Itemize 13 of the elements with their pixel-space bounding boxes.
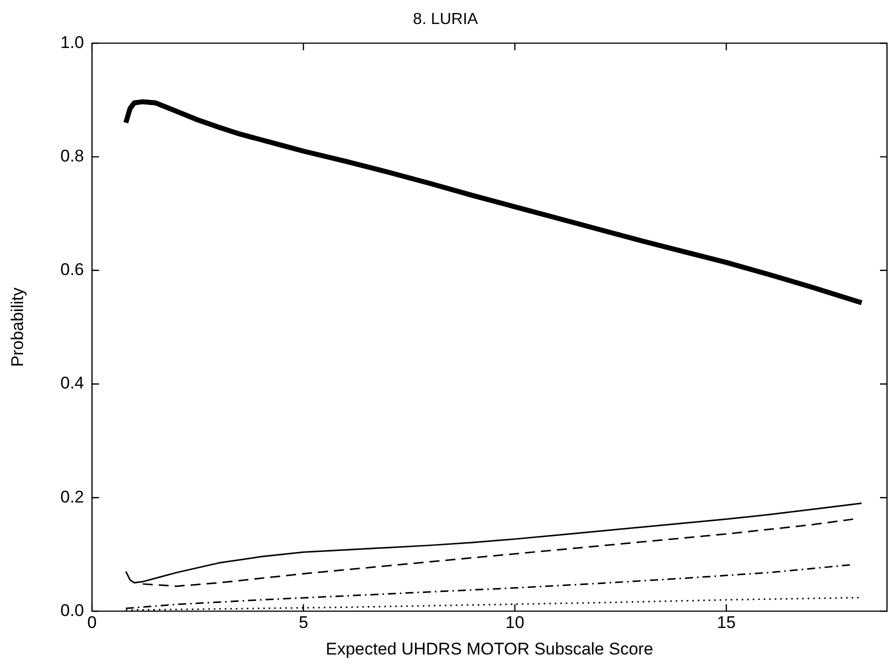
y-tick-label: 0.8 — [60, 146, 84, 166]
y-axis-title: Probability — [8, 287, 27, 367]
x-axis-title: Expected UHDRS MOTOR Subscale Score — [326, 639, 654, 658]
y-tick-label: 0.4 — [60, 374, 84, 393]
y-tick-label: 0.2 — [60, 487, 84, 506]
y-tick-label: 0.6 — [60, 260, 84, 280]
x-tick-label: 10 — [505, 613, 524, 632]
y-tick-label: 0.0 — [60, 600, 84, 620]
chart-title: 8. LURIA — [413, 11, 478, 28]
x-tick-label: 0 — [87, 613, 97, 632]
y-tick-label: 1.0 — [60, 32, 84, 52]
x-tick-label: 5 — [298, 613, 308, 632]
x-tick-label: 15 — [716, 613, 736, 632]
